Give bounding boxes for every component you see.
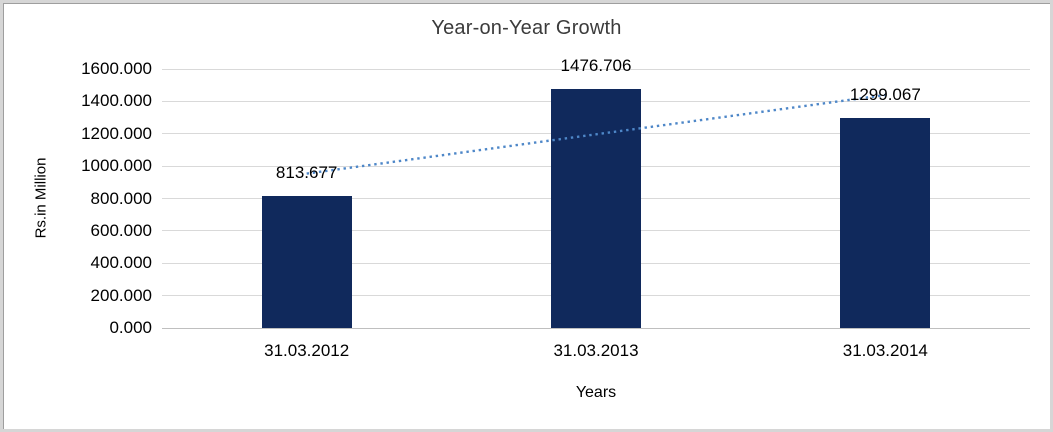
gridline <box>162 68 1030 70</box>
bar-31.03.2014 <box>840 117 931 328</box>
data-label: 1476.706 <box>560 55 632 75</box>
x-axis-title: Years <box>575 384 617 401</box>
chart-title: Year-on-Year Growth <box>431 17 622 39</box>
y-tick-label: 200.000 <box>90 285 152 305</box>
x-axis-line <box>162 327 1030 329</box>
data-label: 1299.067 <box>849 84 921 104</box>
x-tick-label: 31.03.2012 <box>264 341 350 360</box>
bar-31.03.2012 <box>261 196 352 328</box>
trendline <box>306 93 886 175</box>
y-tick-label: 1200.000 <box>81 123 152 143</box>
y-tick-label: 1600.000 <box>81 59 152 78</box>
y-tick-label: 600.000 <box>90 220 152 240</box>
x-tick-label: 31.03.2013 <box>553 341 639 360</box>
y-tick-label: 1400.000 <box>81 91 152 111</box>
plot-area <box>162 68 1030 329</box>
y-tick-label: 400.000 <box>90 253 152 273</box>
data-label: 813.677 <box>275 163 338 183</box>
x-tick-label: 31.03.2014 <box>842 341 928 360</box>
y-tick-label: 1000.000 <box>81 156 152 176</box>
y-tick-label: 0.000 <box>109 318 152 337</box>
y-tick-label: 800.000 <box>90 188 152 208</box>
bar-31.03.2013 <box>551 88 641 328</box>
